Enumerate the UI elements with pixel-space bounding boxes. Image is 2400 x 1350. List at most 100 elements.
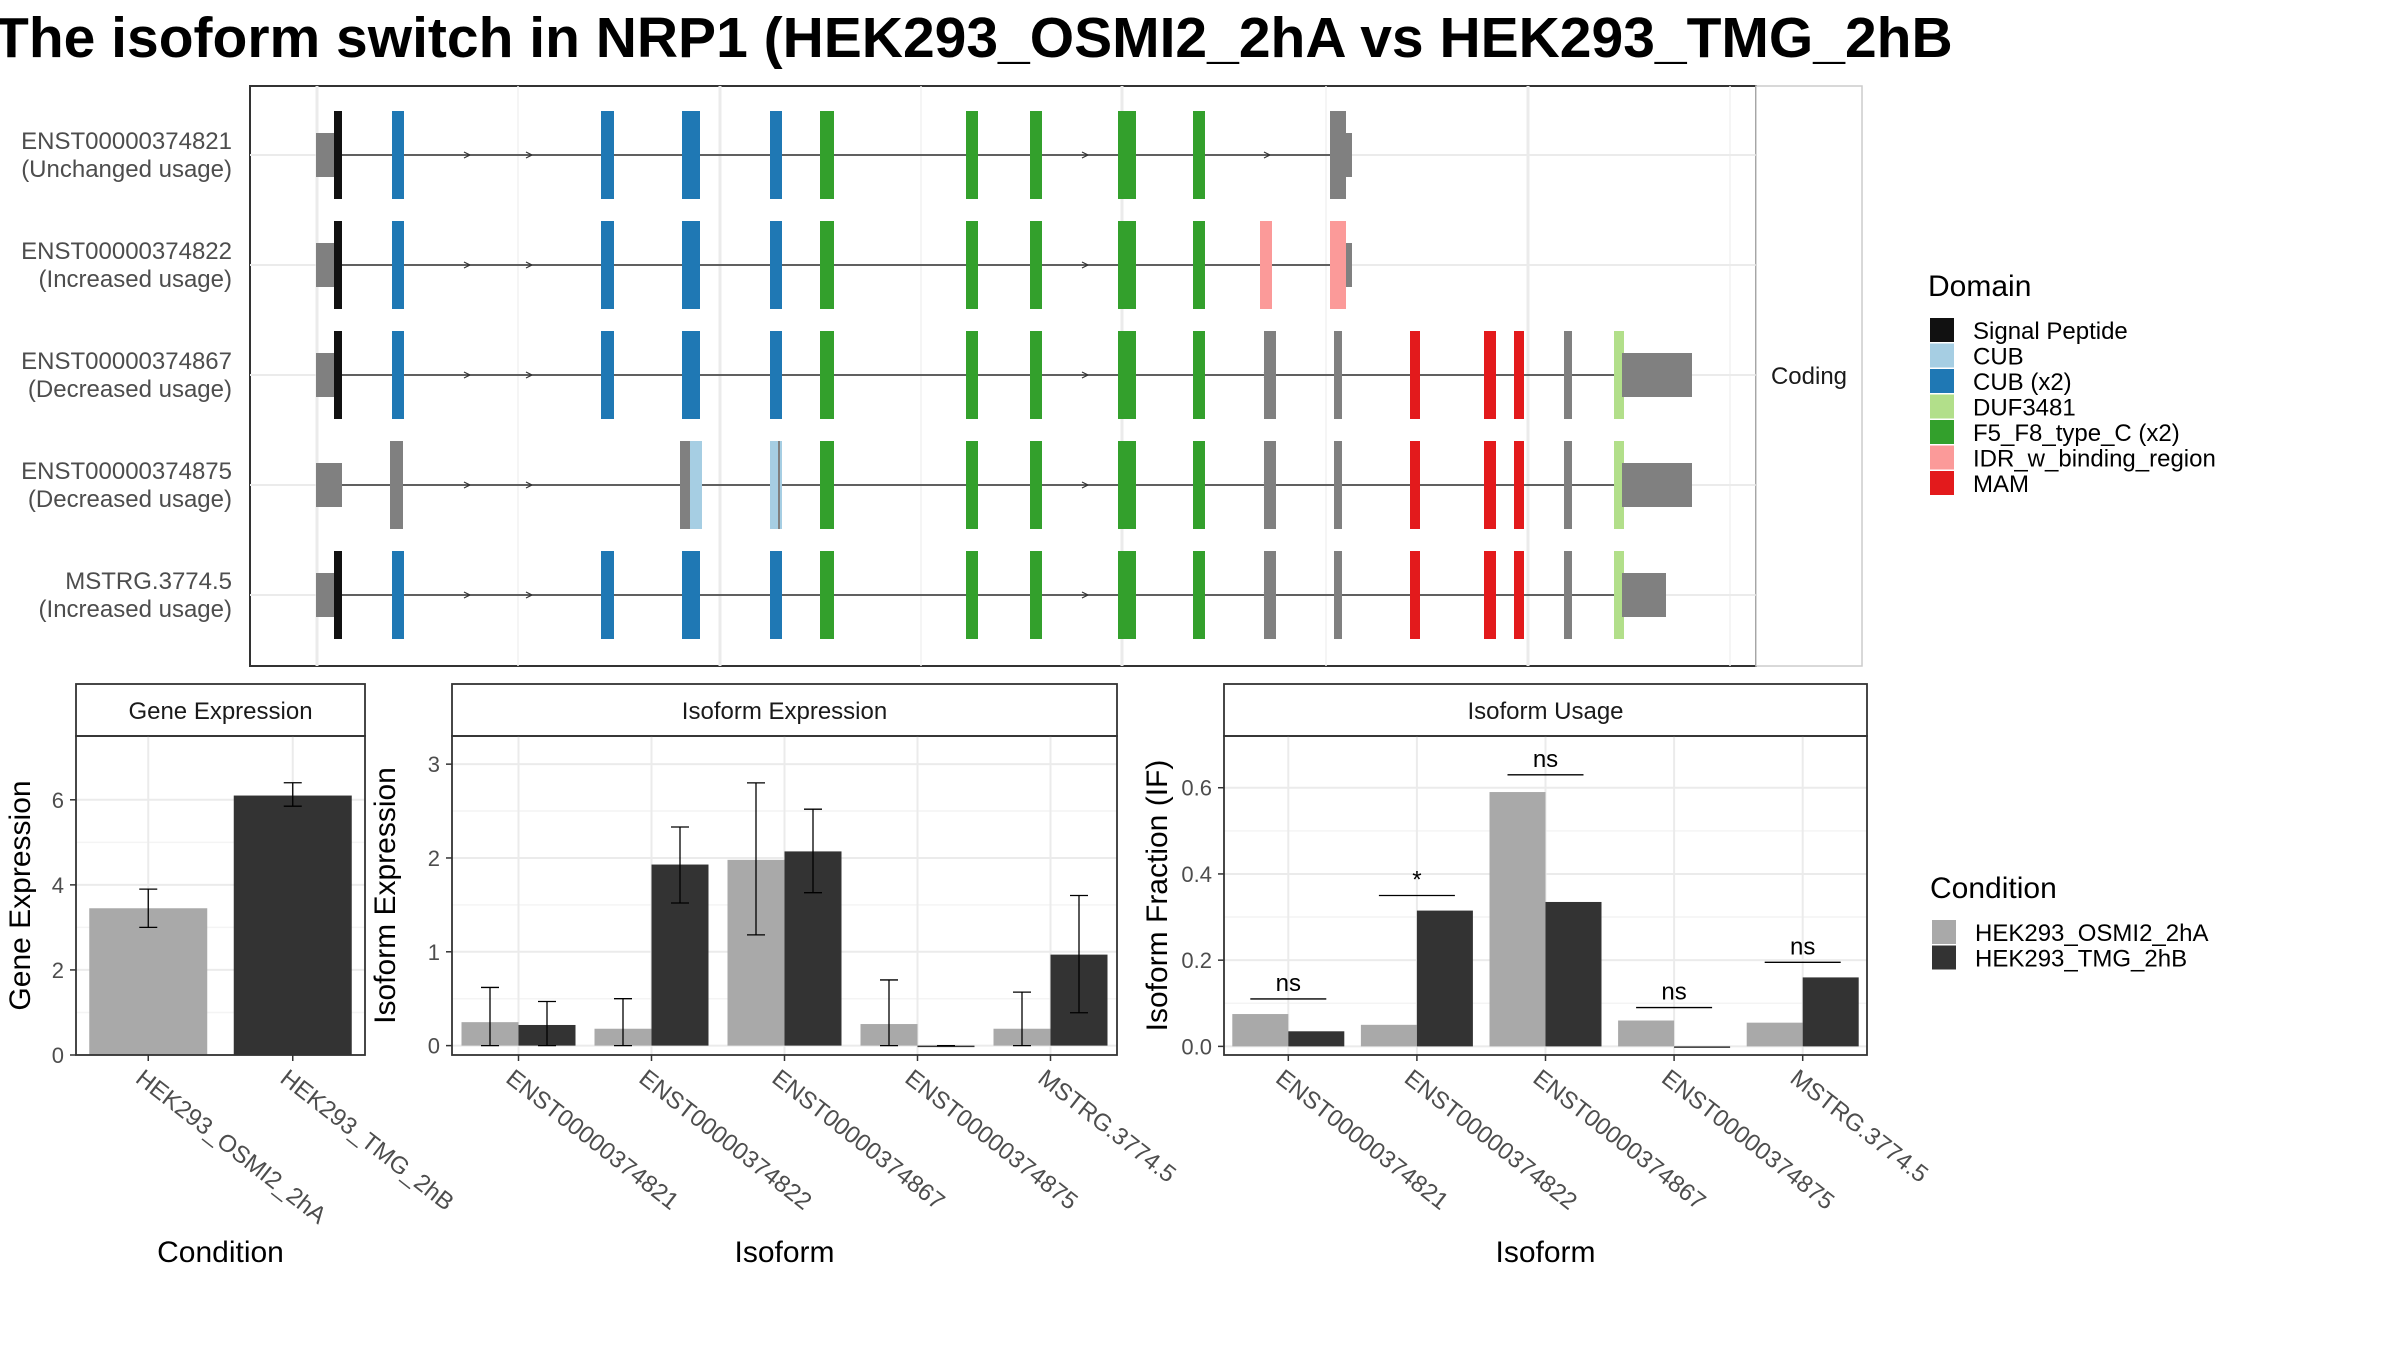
y-axis-title: Isoform Fraction (IF) [1141,760,1174,1032]
domain-swatch [1930,395,1954,419]
coding-exon [1030,111,1042,199]
domain-label: CUB (x2) [1973,369,2072,396]
utr-exon [1622,573,1666,617]
isoform-usage-label: (Increased usage) [39,266,232,293]
isoform-switch-figure: The isoform switch in NRP1 (HEK293_OSMI2… [0,0,2400,1350]
facet-strip-label: Coding [1771,363,1847,390]
domain-label: Signal Peptide [1973,318,2128,345]
coding-exon [1118,551,1136,639]
utr-exon [1346,133,1352,177]
isoform-id-label: ENST00000374867 [21,348,232,375]
coding-exon [1118,331,1136,419]
coding-exon [778,441,780,529]
coding-exon [390,441,403,529]
coding-exon [1410,551,1420,639]
condition-label: HEK293_OSMI2_2hA [1975,920,2208,947]
utr-exon [1622,353,1692,397]
y-tick-label: 0 [52,1043,64,1068]
significance-label: * [1412,867,1421,894]
x-axis-title: Isoform [1495,1236,1595,1269]
coding-exon [966,221,978,309]
panel-title: Isoform Usage [1467,698,1623,725]
utr-exon [316,243,334,287]
coding-exon [1514,331,1524,419]
bar [1490,792,1546,1046]
coding-exon [1193,111,1205,199]
bar [1361,1025,1417,1047]
domain-label: DUF3481 [1973,395,2076,422]
isoform-usage-label: (Decreased usage) [28,486,232,513]
domain-swatch [1930,318,1954,342]
bar [1803,977,1859,1046]
coding-exon [601,331,614,419]
bar [89,908,207,1055]
coding-exon [601,221,614,309]
condition-label: HEK293_TMG_2hB [1975,946,2187,973]
domain-legend: Domain Signal PeptideCUBCUB (x2)DUF3481F… [1928,270,2216,498]
bar [1417,911,1473,1047]
coding-exon [1514,551,1524,639]
coding-exon [334,551,342,639]
coding-exon [1193,551,1205,639]
coding-exon [601,111,614,199]
isoform-usage-label: (Increased usage) [39,596,232,623]
domain-legend-title: Domain [1928,270,2031,303]
coding-exon [690,441,702,529]
y-tick-label: 0.2 [1181,948,1212,973]
x-axis-title: Condition [157,1236,284,1269]
significance-label: ns [1661,979,1686,1006]
condition-swatch [1932,946,1956,970]
isoform-expression-chart: Isoform Expression0123ENST00000374821ENS… [369,684,1181,1269]
isoform-id-label: ENST00000374875 [21,458,232,485]
coding-exon [966,111,978,199]
coding-exon [1484,551,1496,639]
bar [1232,1014,1288,1046]
coding-exon [392,551,404,639]
utr-exon [316,133,334,177]
y-axis-title: Gene Expression [4,780,37,1010]
coding-exon [1030,331,1042,419]
coding-exon [966,441,978,529]
coding-exon [1564,551,1572,639]
y-tick-label: 3 [428,752,440,777]
coding-exon [392,331,404,419]
coding-exon [1334,331,1342,419]
coding-exon [820,551,834,639]
coding-exon [770,221,782,309]
isoform-id-label: ENST00000374821 [21,128,232,155]
domain-swatch [1930,344,1954,368]
coding-exon [1484,331,1496,419]
coding-exon [1264,551,1276,639]
coding-exon [966,551,978,639]
isoform-usage-label: (Unchanged usage) [21,156,232,183]
bar [1546,902,1602,1046]
utr-exon [1622,463,1692,507]
coding-exon [1264,331,1276,419]
coding-exon [1193,331,1205,419]
isoform-id-label: MSTRG.3774.5 [65,568,232,595]
utr-exon [316,463,342,507]
coding-exon [392,111,404,199]
coding-exon [770,111,782,199]
coding-exon [1514,441,1524,529]
coding-exon [1193,221,1205,309]
coding-exon [334,111,342,199]
y-tick-label: 2 [52,958,64,983]
coding-exon [1030,221,1042,309]
coding-exon [1118,111,1136,199]
coding-exon [770,331,782,419]
significance-label: ns [1276,970,1301,997]
significance-label: ns [1790,933,1815,960]
isoform-id-label: ENST00000374822 [21,238,232,265]
bar [1618,1021,1674,1047]
bar [1288,1031,1344,1046]
coding-exon [1193,441,1205,529]
domain-swatch [1930,369,1954,393]
x-tick-label: MSTRG.3774.5 [1033,1064,1181,1188]
coding-exon [820,441,834,529]
condition-swatch [1932,920,1956,944]
coding-exon [682,331,700,419]
coding-exon [334,331,342,419]
coding-exon [1118,441,1136,529]
